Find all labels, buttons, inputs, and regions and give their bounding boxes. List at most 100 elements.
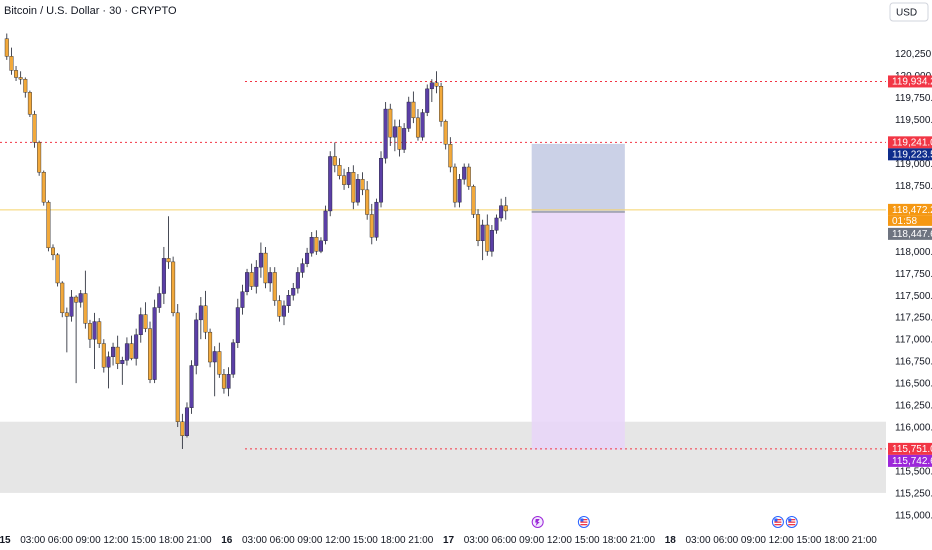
candle[interactable] (397, 119, 402, 157)
candle[interactable] (101, 339, 106, 373)
candle[interactable] (434, 71, 439, 94)
candle[interactable] (494, 214, 499, 234)
candle[interactable] (171, 256, 176, 317)
candle[interactable] (268, 267, 273, 292)
candle[interactable] (189, 360, 194, 414)
stop-loss-zone[interactable] (531, 143, 625, 213)
candle[interactable] (429, 79, 434, 103)
candles-layer[interactable] (4, 33, 508, 449)
candle[interactable] (152, 299, 157, 384)
candle[interactable] (240, 284, 245, 315)
candle[interactable] (23, 77, 28, 98)
candle[interactable] (300, 258, 305, 278)
candle[interactable] (323, 205, 328, 245)
candle[interactable] (471, 184, 476, 218)
candle[interactable] (124, 337, 129, 366)
candle[interactable] (231, 339, 236, 378)
candle[interactable] (14, 66, 19, 81)
candle[interactable] (318, 237, 323, 254)
candle[interactable] (272, 267, 277, 306)
candle[interactable] (305, 247, 310, 268)
candle[interactable] (369, 203, 374, 245)
candle[interactable] (411, 91, 416, 124)
us-flag-icon[interactable] (771, 516, 784, 528)
candle[interactable] (64, 307, 69, 353)
candle[interactable] (134, 328, 139, 366)
candle[interactable] (443, 119, 448, 150)
candle[interactable] (286, 289, 291, 313)
candle[interactable] (4, 33, 9, 60)
candle[interactable] (217, 342, 222, 378)
candle[interactable] (452, 163, 457, 208)
candle[interactable] (332, 142, 337, 173)
candle[interactable] (194, 312, 199, 375)
candle[interactable] (41, 170, 46, 206)
candle[interactable] (337, 158, 342, 180)
candle[interactable] (485, 214, 490, 256)
candle[interactable] (466, 163, 471, 190)
candle[interactable] (245, 268, 250, 296)
candle[interactable] (184, 402, 189, 438)
candle[interactable] (92, 312, 97, 370)
candle[interactable] (9, 47, 14, 75)
candle[interactable] (55, 253, 60, 287)
candle[interactable] (392, 119, 397, 152)
candle[interactable] (157, 286, 162, 313)
candle[interactable] (111, 342, 116, 366)
candle[interactable] (415, 109, 420, 141)
time-axis[interactable]: 15 03:00 06:00 09:00 12:00 15:00 18:00 21:00 16 0… (0, 535, 877, 546)
candle[interactable] (226, 367, 231, 397)
candle[interactable] (78, 289, 83, 308)
candle[interactable] (346, 167, 351, 189)
candle[interactable] (254, 260, 259, 294)
candle[interactable] (282, 300, 287, 326)
candle[interactable] (175, 304, 180, 428)
candle[interactable] (97, 318, 102, 348)
candle[interactable] (60, 281, 65, 318)
candle[interactable] (379, 151, 384, 208)
candle[interactable] (351, 165, 356, 210)
candle[interactable] (221, 369, 226, 394)
candle[interactable] (314, 230, 319, 255)
candle[interactable] (365, 181, 370, 220)
candle[interactable] (32, 110, 37, 148)
candle[interactable] (120, 356, 125, 385)
candle[interactable] (83, 270, 88, 329)
candle[interactable] (161, 246, 166, 305)
event-markers[interactable] (531, 516, 798, 528)
candle[interactable] (51, 244, 56, 261)
candle[interactable] (480, 219, 485, 261)
candle[interactable] (27, 90, 32, 117)
candle[interactable] (143, 302, 148, 333)
candle[interactable] (457, 174, 462, 208)
candle[interactable] (115, 335, 120, 370)
candle[interactable] (489, 224, 494, 257)
candle[interactable] (258, 242, 263, 278)
price-axis[interactable]: 120,250.00120,000.00119,750.00119,500.00… (895, 49, 932, 521)
candle[interactable] (383, 102, 388, 164)
candle[interactable] (203, 290, 208, 340)
candle[interactable] (499, 198, 504, 222)
candle[interactable] (69, 289, 74, 322)
candle[interactable] (46, 200, 51, 252)
candle[interactable] (388, 103, 393, 146)
us-flag-icon[interactable] (785, 516, 798, 528)
candle[interactable] (277, 295, 282, 322)
candle[interactable] (291, 282, 296, 301)
candle[interactable] (180, 413, 185, 449)
candle[interactable] (148, 321, 153, 384)
candle[interactable] (212, 346, 217, 397)
candle[interactable] (74, 295, 79, 384)
currency-button[interactable]: USD (889, 2, 929, 22)
candle[interactable] (263, 246, 268, 289)
candle[interactable] (208, 328, 213, 368)
candle[interactable] (374, 198, 379, 241)
candle[interactable] (448, 137, 453, 173)
candle[interactable] (342, 168, 347, 190)
candle[interactable] (406, 96, 411, 132)
candle[interactable] (18, 71, 23, 85)
candle[interactable] (503, 196, 508, 220)
crypto-event-icon[interactable] (531, 516, 544, 528)
candle[interactable] (106, 351, 111, 389)
candle[interactable] (37, 140, 42, 176)
